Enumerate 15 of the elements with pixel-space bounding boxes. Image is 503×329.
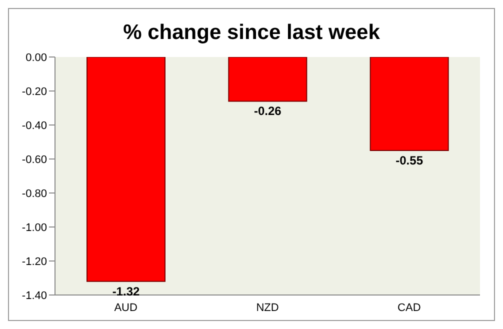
y-tick-label: -0.40 <box>22 120 47 132</box>
y-tick-label: -0.20 <box>22 86 47 98</box>
y-tick-label: -1.40 <box>22 290 47 302</box>
chart-title: % change since last week <box>122 21 381 46</box>
data-label: -1.32 <box>112 284 140 298</box>
y-tick-label: -1.00 <box>22 222 47 234</box>
x-tick-label: CAD <box>398 302 421 314</box>
data-label: -0.26 <box>254 104 282 118</box>
y-tick-label: -0.80 <box>22 188 47 200</box>
data-label: -0.55 <box>396 154 424 168</box>
x-tick-label: NZD <box>256 302 279 314</box>
y-tick-label: -0.60 <box>22 154 47 166</box>
x-tick-label: AUD <box>114 302 138 314</box>
y-tick-label: 0.00 <box>26 52 47 64</box>
y-tick-label: -1.20 <box>22 256 47 268</box>
